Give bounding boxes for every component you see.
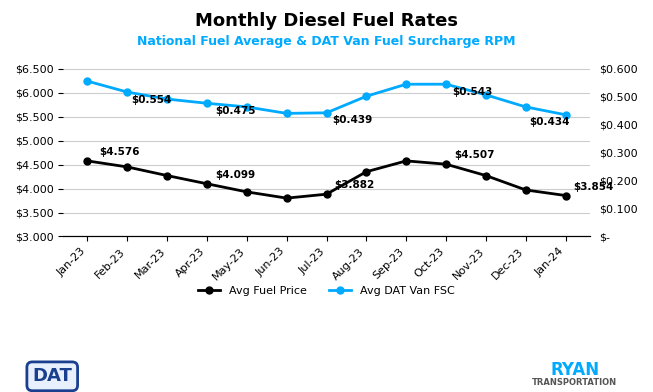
Text: $4.099: $4.099 [215,170,255,180]
Avg DAT Van FSC [562,113,569,117]
Avg Fuel Price [123,165,131,169]
Avg DAT Van FSC [123,90,131,94]
Text: $3.882: $3.882 [334,180,375,191]
Avg DAT Van FSC [84,79,91,83]
Avg Fuel Price [283,196,291,200]
Avg Fuel Price [562,193,569,198]
Avg DAT Van FSC [482,93,490,97]
Text: $3.854: $3.854 [573,182,614,192]
Avg DAT Van FSC [163,97,171,102]
Avg DAT Van FSC [362,94,370,99]
Text: $0.439: $0.439 [332,115,373,125]
Avg DAT Van FSC [203,101,211,105]
Avg DAT Van FSC [323,111,330,115]
Text: RYAN: RYAN [550,361,599,379]
Line: Avg Fuel Price: Avg Fuel Price [84,158,569,201]
Text: $4.507: $4.507 [454,151,494,160]
Avg Fuel Price [163,173,171,178]
Avg DAT Van FSC [522,105,530,109]
Text: $0.475: $0.475 [215,106,255,116]
Text: $0.554: $0.554 [131,94,172,105]
Text: Monthly Diesel Fuel Rates: Monthly Diesel Fuel Rates [195,12,458,30]
Avg Fuel Price [323,192,330,196]
Avg Fuel Price [243,189,251,194]
Avg Fuel Price [402,158,410,163]
Text: DAT: DAT [32,367,72,385]
Avg DAT Van FSC [442,82,450,87]
Avg Fuel Price [203,181,211,186]
Text: $0.543: $0.543 [452,87,492,97]
Line: Avg DAT Van FSC: Avg DAT Van FSC [84,78,569,118]
Avg Fuel Price [482,173,490,178]
Avg Fuel Price [362,169,370,174]
Avg DAT Van FSC [243,105,251,109]
Text: $4.576: $4.576 [99,147,140,157]
Avg Fuel Price [442,162,450,167]
Legend: Avg Fuel Price, Avg DAT Van FSC: Avg Fuel Price, Avg DAT Van FSC [193,281,460,300]
Text: National Fuel Average & DAT Van Fuel Surcharge RPM: National Fuel Average & DAT Van Fuel Sur… [137,35,516,48]
Avg Fuel Price [84,158,91,163]
Avg Fuel Price [522,188,530,192]
Avg DAT Van FSC [402,82,410,87]
Text: TRANSPORTATION: TRANSPORTATION [532,378,617,387]
Avg DAT Van FSC [283,111,291,116]
Text: $0.434: $0.434 [530,117,570,127]
